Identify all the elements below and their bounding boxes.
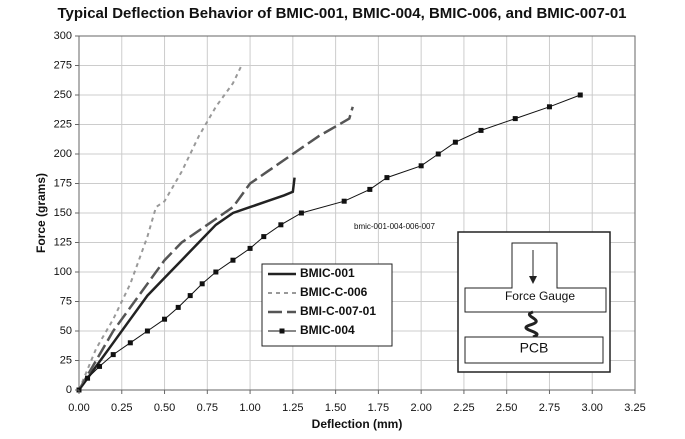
- arrow-head: [529, 276, 537, 284]
- y-axis-title: Force (grams): [34, 173, 48, 253]
- marker: [261, 234, 267, 240]
- x-tick-label: 0.50: [154, 402, 175, 414]
- y-tick-label: 250: [54, 89, 72, 101]
- marker: [546, 104, 552, 110]
- series-line: [78, 65, 243, 391]
- x-tick-label: 3.00: [582, 402, 603, 414]
- marker: [435, 151, 441, 157]
- y-tick-label: 25: [60, 354, 72, 366]
- y-tick-label: 175: [54, 177, 72, 189]
- marker: [162, 316, 168, 322]
- y-tick-label: 150: [54, 207, 72, 219]
- x-tick-label: 2.25: [453, 402, 474, 414]
- marker: [341, 198, 347, 204]
- y-tick-label: 0: [66, 384, 72, 396]
- marker: [127, 340, 133, 346]
- marker: [278, 222, 284, 228]
- marker: [187, 293, 193, 299]
- marker: [213, 269, 219, 275]
- y-tick-label: 200: [54, 148, 72, 160]
- y-tick-label: 275: [54, 59, 72, 71]
- marker: [384, 175, 390, 181]
- x-tick-label: 0.75: [197, 402, 218, 414]
- marker: [298, 210, 304, 216]
- annotation: bmic-001-004-006-007: [354, 222, 435, 231]
- marker: [478, 127, 484, 133]
- marker: [85, 375, 91, 381]
- x-tick-label: 1.50: [325, 402, 346, 414]
- marker: [144, 328, 150, 334]
- pcb-shape: [464, 336, 604, 364]
- series-layer: [76, 65, 583, 393]
- chart-title: Typical Deflection Behavior of BMIC-001,…: [57, 5, 626, 22]
- y-tick-label: 225: [54, 118, 72, 130]
- x-tick-label: 2.00: [410, 402, 431, 414]
- x-tick-label: 0.00: [68, 402, 89, 414]
- y-tick-label: 125: [54, 236, 72, 248]
- marker: [97, 363, 103, 369]
- legend-label: BMIC-C-006: [300, 285, 368, 299]
- marker: [512, 116, 518, 122]
- x-tick-label: 2.50: [496, 402, 517, 414]
- series-line: [77, 177, 296, 391]
- marker: [367, 186, 373, 192]
- legend-label: BMI-C-007-01: [300, 304, 376, 318]
- y-tick-label: 300: [54, 30, 72, 42]
- marker: [247, 245, 253, 251]
- y-tick-label: 75: [60, 295, 72, 307]
- legend-label: BMIC-001: [300, 266, 355, 280]
- marker: [199, 281, 205, 287]
- legend-marker: [279, 328, 285, 334]
- marker: [175, 304, 181, 310]
- marker: [230, 257, 236, 263]
- spring: [524, 310, 539, 339]
- y-tick-label: 50: [60, 325, 72, 337]
- inset-label: Force Gauge: [505, 289, 575, 303]
- series-line: [78, 94, 581, 391]
- y-tick-label: 100: [54, 266, 72, 278]
- marker: [577, 92, 583, 98]
- marker: [110, 352, 116, 358]
- x-axis-title: Deflection (mm): [312, 417, 403, 431]
- x-tick-label: 2.75: [539, 402, 560, 414]
- x-tick-label: 1.00: [239, 402, 260, 414]
- marker: [452, 139, 458, 145]
- x-tick-label: 0.25: [111, 402, 132, 414]
- marker: [418, 163, 424, 169]
- x-tick-label: 1.25: [282, 402, 303, 414]
- x-tick-label: 1.75: [368, 402, 389, 414]
- inset: Force Gauge PCB: [457, 231, 611, 373]
- inset-label: PCB: [520, 340, 549, 356]
- legend-label: BMIC-004: [300, 323, 355, 337]
- series-line: [77, 106, 354, 391]
- x-tick-label: 3.25: [624, 402, 645, 414]
